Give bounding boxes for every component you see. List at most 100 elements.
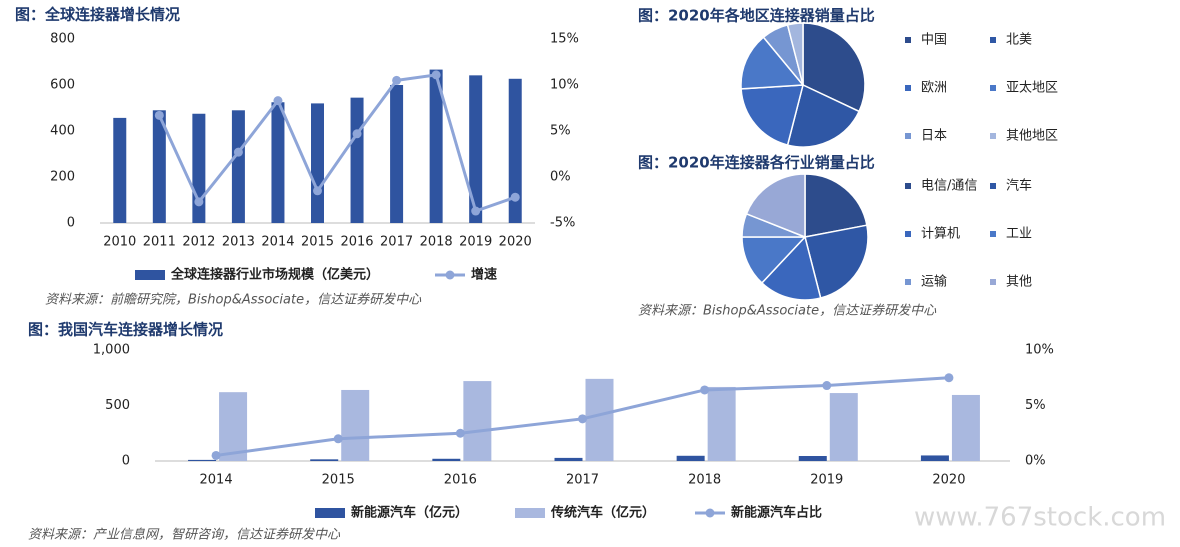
marker bbox=[510, 192, 520, 202]
y2-tick-label: 5% bbox=[1025, 398, 1046, 413]
chart-title: 图：全球连接器增长情况 bbox=[15, 6, 180, 24]
legend-swatch bbox=[315, 508, 345, 518]
marker bbox=[431, 70, 441, 80]
bar bbox=[707, 386, 736, 461]
legend-swatch bbox=[905, 133, 911, 139]
marker bbox=[455, 428, 465, 438]
legend-label: 全球连接器行业市场规模（亿美元） bbox=[170, 267, 379, 283]
legend-label: 增速 bbox=[471, 267, 497, 283]
y-tick-label: 600 bbox=[50, 78, 75, 93]
bar bbox=[508, 78, 522, 223]
legend-swatch bbox=[990, 279, 996, 285]
bar bbox=[432, 458, 461, 461]
x-tick-label: 2017 bbox=[380, 235, 413, 250]
bar bbox=[554, 457, 583, 461]
legend-label: 北美 bbox=[1006, 33, 1032, 48]
x-tick-label: 2010 bbox=[103, 235, 136, 250]
legend-swatch bbox=[990, 183, 996, 189]
y-tick-label: 1,000 bbox=[93, 343, 130, 358]
bar bbox=[192, 113, 206, 223]
source-note: 资料来源：Bishop&Associate，信达证券研发中心 bbox=[638, 304, 937, 319]
pie-slice bbox=[740, 36, 805, 90]
x-tick-label: 2015 bbox=[322, 473, 355, 488]
x-tick-label: 2012 bbox=[182, 235, 215, 250]
marker bbox=[352, 129, 362, 139]
pie-slice bbox=[804, 173, 868, 238]
pie-slice bbox=[745, 173, 806, 239]
legend-swatch bbox=[515, 508, 545, 518]
marker bbox=[333, 434, 343, 444]
bar bbox=[219, 392, 248, 461]
bar bbox=[829, 393, 858, 461]
legend-label: 日本 bbox=[921, 129, 947, 144]
x-tick-label: 2019 bbox=[810, 473, 843, 488]
marker bbox=[313, 186, 322, 196]
legend-label: 中国 bbox=[921, 33, 947, 48]
legend-swatch bbox=[905, 85, 911, 91]
legend-label: 工业 bbox=[1006, 227, 1032, 242]
watermark: www.767stock.com bbox=[914, 503, 1166, 533]
source-note: 资料来源：前瞻研究院，Bishop&Associate，信达证券研发中心 bbox=[45, 292, 422, 308]
x-tick-label: 2011 bbox=[143, 235, 176, 250]
legend-label: 其他 bbox=[1006, 275, 1032, 290]
legend-label: 传统汽车（亿元） bbox=[550, 505, 655, 521]
y2-tick-label: 10% bbox=[550, 78, 579, 93]
marker bbox=[700, 385, 710, 395]
legend-swatch bbox=[990, 231, 996, 237]
x-tick-label: 2018 bbox=[688, 473, 721, 488]
marker bbox=[822, 381, 832, 391]
pie-slice bbox=[786, 83, 861, 148]
y2-tick-label: 0% bbox=[550, 170, 571, 185]
pie-slice bbox=[802, 22, 866, 113]
y2-tick-label: 5% bbox=[550, 124, 571, 139]
x-tick-label: 2020 bbox=[932, 473, 965, 488]
legend-label: 新能源汽车（亿元） bbox=[351, 505, 468, 521]
pie-slice bbox=[740, 84, 804, 146]
legend-swatch bbox=[905, 231, 911, 237]
marker bbox=[944, 373, 954, 383]
marker bbox=[194, 197, 204, 207]
legend-swatch bbox=[905, 37, 911, 43]
bar bbox=[469, 75, 483, 223]
y-tick-label: 0 bbox=[122, 454, 130, 469]
y-tick-label: 400 bbox=[50, 124, 75, 139]
legend-swatch bbox=[990, 133, 996, 139]
legend-swatch bbox=[905, 183, 911, 189]
marker bbox=[392, 75, 402, 85]
bar bbox=[310, 459, 339, 461]
bar bbox=[188, 459, 217, 461]
legend-label: 欧洲 bbox=[921, 81, 947, 96]
x-tick-label: 2014 bbox=[261, 235, 294, 250]
marker bbox=[211, 450, 221, 460]
bar bbox=[920, 455, 949, 461]
legend-swatch bbox=[990, 37, 996, 43]
legend-swatch bbox=[990, 85, 996, 91]
bar bbox=[585, 378, 614, 461]
bar bbox=[271, 102, 285, 223]
bar bbox=[951, 394, 980, 461]
chart-title: 图：2020年连接器各行业销量占比 bbox=[638, 154, 875, 172]
bar bbox=[429, 69, 443, 223]
x-tick-label: 2014 bbox=[200, 473, 233, 488]
legend-label: 亚太地区 bbox=[1006, 81, 1058, 96]
x-tick-label: 2016 bbox=[340, 235, 373, 250]
y-tick-label: 500 bbox=[105, 398, 130, 413]
bar bbox=[311, 103, 324, 223]
y-tick-label: 200 bbox=[50, 170, 75, 185]
bar bbox=[350, 97, 364, 223]
marker bbox=[154, 110, 164, 120]
line bbox=[157, 73, 516, 213]
legend-label: 电信/通信 bbox=[921, 179, 977, 194]
y-tick-label: 0 bbox=[67, 216, 75, 231]
x-tick-label: 2020 bbox=[499, 235, 532, 250]
y2-tick-label: -5% bbox=[550, 216, 575, 231]
bar bbox=[463, 381, 492, 461]
chart-title: 图：2020年各地区连接器销量占比 bbox=[638, 7, 875, 25]
y2-tick-label: 10% bbox=[1025, 343, 1054, 358]
bar bbox=[390, 85, 404, 223]
bar bbox=[676, 455, 705, 461]
marker bbox=[273, 96, 283, 106]
y-tick-label: 800 bbox=[50, 32, 75, 47]
x-tick-label: 2016 bbox=[444, 473, 477, 488]
